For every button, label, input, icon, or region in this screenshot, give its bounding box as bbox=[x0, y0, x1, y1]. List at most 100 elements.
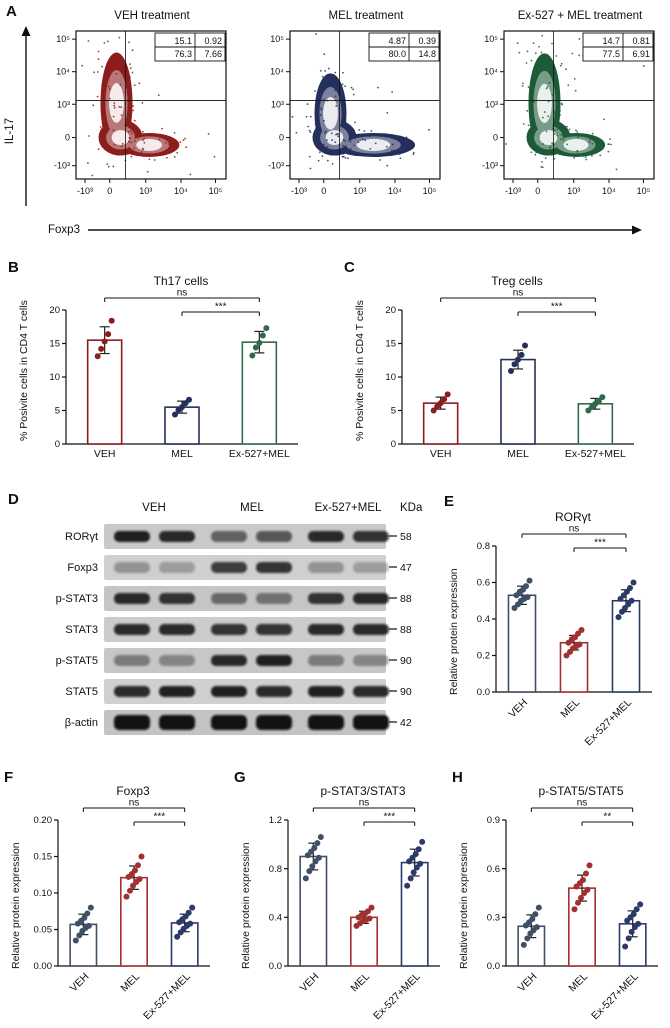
svg-text:ns: ns bbox=[359, 800, 370, 809]
flow-plot-title: MEL treatment bbox=[328, 10, 404, 22]
svg-text:0.4: 0.4 bbox=[269, 913, 282, 924]
svg-text:0: 0 bbox=[279, 133, 284, 143]
svg-text:10⁵: 10⁵ bbox=[209, 186, 223, 196]
svg-text:RORγt: RORγt bbox=[65, 531, 98, 543]
svg-text:0: 0 bbox=[493, 133, 498, 143]
svg-text:ns: ns bbox=[569, 526, 580, 535]
up-arrow-icon bbox=[21, 26, 31, 206]
flow-plot-svg: 4.87 0.39 80.0 14.8 -10³ 0 10³ 10⁴ 10⁵ 10⁵ 10⁴ 10³ 0… bbox=[268, 30, 441, 196]
chart-title: RORγt bbox=[555, 510, 591, 524]
svg-text:-10³: -10³ bbox=[482, 161, 498, 171]
chart-title: p-STAT5/STAT5 bbox=[538, 784, 624, 798]
svg-text:Ex-527+MEL: Ex-527+MEL bbox=[371, 971, 423, 1022]
svg-text:42: 42 bbox=[400, 717, 412, 729]
bar-chart-svg: 0.00 0.05 0.10 0.15 0.20 ns *** VEH MEL Ex-527+ME… bbox=[34, 798, 210, 1022]
svg-text:10: 10 bbox=[49, 372, 60, 383]
chart-title: p-STAT3/STAT3 bbox=[320, 784, 406, 798]
svg-text:15: 15 bbox=[385, 339, 396, 350]
svg-text:0.9: 0.9 bbox=[487, 815, 500, 826]
y-axis-label: % Posivite cells in CD4 T cells bbox=[18, 300, 30, 441]
pstat3-bar-chart: 0.0 0.4 0.8 1.2 ns *** VEH MEL Ex-527+MEL bbox=[254, 798, 446, 1027]
svg-text:5: 5 bbox=[391, 406, 396, 417]
right-arrow-icon bbox=[87, 225, 642, 235]
svg-text:-10³: -10³ bbox=[291, 186, 307, 196]
blot-column-headers: VEH MEL Ex-527+MEL KDa bbox=[6, 502, 438, 518]
svg-text:***: *** bbox=[153, 812, 165, 823]
flow-plot-canvas: 4.87 0.39 80.0 14.8 -10³ 0 10³ 10⁴ 10⁵ 10⁵ 10⁴ 10³ 0… bbox=[250, 25, 450, 214]
svg-text:MEL: MEL bbox=[507, 448, 529, 460]
svg-text:STAT3: STAT3 bbox=[65, 624, 98, 636]
svg-text:90: 90 bbox=[400, 655, 412, 667]
svg-text:10⁵: 10⁵ bbox=[423, 186, 437, 196]
svg-text:10³: 10³ bbox=[57, 99, 70, 109]
svg-text:VEH: VEH bbox=[430, 448, 452, 460]
svg-text:7.66: 7.66 bbox=[204, 49, 222, 59]
svg-text:VEH: VEH bbox=[506, 697, 530, 721]
y-axis-label: Relative protein expression bbox=[458, 842, 470, 969]
th17-bar-chart: 0 5 10 15 20 ns *** VEH MEL Ex-527+MEL bbox=[32, 288, 304, 467]
svg-text:STAT5: STAT5 bbox=[65, 686, 98, 698]
svg-text:20: 20 bbox=[49, 305, 60, 316]
blot-kda-header: KDa bbox=[400, 502, 423, 514]
svg-text:10⁴: 10⁴ bbox=[388, 186, 402, 196]
svg-text:6.91: 6.91 bbox=[632, 49, 650, 59]
panel-g-pstat3-chart: G Relative protein expression p-STAT3/ST… bbox=[232, 768, 454, 1026]
svg-text:0.92: 0.92 bbox=[204, 36, 222, 46]
foxp3-axis: Foxp3 bbox=[48, 224, 644, 236]
blot-col-mel: MEL bbox=[240, 502, 264, 514]
flow-plots-row: VEH treatment 15.1 0.92 76.3 7.66 -10³ 0 10³ 10… bbox=[36, 10, 664, 214]
panel-b-th17-chart: B % Posivite cells in CD4 T cells Th17 c… bbox=[6, 258, 332, 470]
svg-text:0: 0 bbox=[65, 133, 70, 143]
western-blot-image: RORγt 58 Foxp3 47 p-STAT3 88 STAT3 88 p-STAT5 90 S… bbox=[6, 520, 438, 758]
svg-text:10: 10 bbox=[385, 372, 396, 383]
pstat5-bar-chart: 0.0 0.3 0.6 0.9 ns ** VEH MEL Ex-527+MEL bbox=[472, 798, 664, 1027]
svg-text:MEL: MEL bbox=[348, 971, 372, 995]
svg-text:47: 47 bbox=[400, 562, 412, 574]
flow-plot-svg: 15.1 0.92 76.3 7.66 -10³ 0 10³ 10⁴ 10⁵ 10⁵ 10⁴ 10³ 0… bbox=[54, 30, 227, 196]
svg-text:***: *** bbox=[383, 812, 395, 823]
svg-text:0.6: 0.6 bbox=[477, 578, 490, 589]
flow-plot-canvas: 15.1 0.92 76.3 7.66 -10³ 0 10³ 10⁴ 10⁵ 10⁵ 10⁴ 10³ 0… bbox=[36, 25, 236, 214]
svg-text:***: *** bbox=[215, 302, 227, 313]
blot-col-ex527: Ex-527+MEL bbox=[314, 502, 382, 514]
svg-text:ns: ns bbox=[177, 290, 188, 299]
svg-text:Ex-527+MEL: Ex-527+MEL bbox=[141, 971, 193, 1022]
svg-text:5: 5 bbox=[55, 406, 60, 417]
svg-text:76.3: 76.3 bbox=[174, 49, 192, 59]
y-axis-label: Relative protein expression bbox=[10, 842, 22, 969]
svg-text:10⁴: 10⁴ bbox=[484, 67, 498, 77]
panel-d-western-blot: D VEH MEL Ex-527+MEL KDa RORγt 58 Foxp3 47 p… bbox=[6, 488, 438, 764]
svg-text:88: 88 bbox=[400, 593, 412, 605]
svg-text:-10³: -10³ bbox=[77, 186, 93, 196]
svg-text:-10³: -10³ bbox=[54, 161, 70, 171]
svg-text:0.0: 0.0 bbox=[487, 961, 500, 972]
svg-text:VEH: VEH bbox=[68, 971, 92, 995]
svg-text:p-STAT5: p-STAT5 bbox=[56, 655, 98, 667]
panel-label-e: E bbox=[444, 493, 455, 510]
svg-text:10⁴: 10⁴ bbox=[56, 67, 70, 77]
svg-text:14.7: 14.7 bbox=[602, 36, 620, 46]
svg-text:Ex-527+MEL: Ex-527+MEL bbox=[589, 971, 641, 1022]
svg-text:0.3: 0.3 bbox=[487, 913, 500, 924]
svg-text:4.87: 4.87 bbox=[388, 36, 406, 46]
svg-text:0.8: 0.8 bbox=[477, 541, 490, 552]
svg-text:10³: 10³ bbox=[485, 99, 498, 109]
svg-text:p-STAT3: p-STAT3 bbox=[56, 593, 98, 605]
flow-plot-title: VEH treatment bbox=[114, 10, 190, 22]
svg-text:10⁴: 10⁴ bbox=[602, 186, 616, 196]
svg-text:10³: 10³ bbox=[353, 186, 366, 196]
panel-label-h: H bbox=[452, 769, 463, 786]
svg-text:-10³: -10³ bbox=[505, 186, 521, 196]
panel-label-b: B bbox=[8, 259, 19, 276]
il17-axis-arrow bbox=[18, 24, 34, 215]
svg-text:0.2: 0.2 bbox=[477, 651, 490, 662]
svg-text:Ex-527+MEL: Ex-527+MEL bbox=[565, 448, 626, 460]
foxp3-bar-chart: 0.00 0.05 0.10 0.15 0.20 ns *** VEH MEL Ex-527+ME… bbox=[24, 798, 216, 1027]
panel-label-f: F bbox=[4, 769, 14, 786]
svg-text:0.81: 0.81 bbox=[632, 36, 650, 46]
svg-text:0: 0 bbox=[107, 186, 112, 196]
bar-chart-svg: 0.0 0.2 0.4 0.6 0.8 ns *** VEH MEL Ex-527+MEL bbox=[477, 524, 652, 748]
svg-text:20: 20 bbox=[385, 305, 396, 316]
panel-e-rorgt-chart: E Relative protein expression RORγt 0.0 0… bbox=[440, 488, 668, 764]
